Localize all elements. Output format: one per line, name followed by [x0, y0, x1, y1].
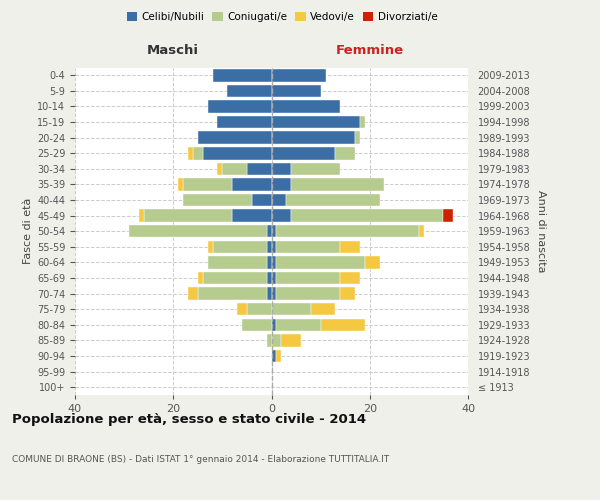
Bar — [193, 147, 203, 160]
Bar — [198, 132, 271, 144]
Bar — [129, 225, 266, 237]
Bar — [227, 84, 271, 97]
Bar — [217, 116, 271, 128]
Bar — [232, 178, 271, 190]
Bar — [277, 318, 320, 331]
Bar — [291, 162, 340, 175]
Bar — [271, 162, 291, 175]
Bar — [208, 240, 212, 253]
Bar — [340, 288, 355, 300]
Bar — [223, 162, 247, 175]
Bar — [266, 334, 271, 346]
Text: Popolazione per età, sesso e stato civile - 2014: Popolazione per età, sesso e stato civil… — [12, 412, 366, 426]
Bar — [198, 288, 266, 300]
Legend: Celibi/Nubili, Coniugati/e, Vedovi/e, Divorziati/e: Celibi/Nubili, Coniugati/e, Vedovi/e, Di… — [122, 8, 442, 26]
Bar — [291, 178, 385, 190]
Y-axis label: Fasce di età: Fasce di età — [23, 198, 33, 264]
Bar — [271, 84, 320, 97]
Bar — [266, 256, 271, 268]
Bar — [277, 240, 340, 253]
Bar — [271, 69, 326, 82]
Bar — [252, 194, 271, 206]
Bar — [203, 147, 271, 160]
Y-axis label: Anni di nascita: Anni di nascita — [536, 190, 546, 272]
Bar — [271, 318, 277, 331]
Bar — [271, 116, 360, 128]
Bar — [208, 100, 271, 112]
Bar — [271, 225, 277, 237]
Bar — [355, 132, 360, 144]
Bar — [247, 303, 271, 316]
Bar — [271, 334, 281, 346]
Bar — [271, 350, 277, 362]
Bar — [208, 256, 266, 268]
Bar — [277, 256, 365, 268]
Bar — [271, 132, 355, 144]
Bar — [266, 288, 271, 300]
Bar — [188, 288, 198, 300]
Bar — [365, 256, 380, 268]
Bar — [198, 272, 203, 284]
Bar — [271, 303, 311, 316]
Bar — [360, 116, 365, 128]
Bar — [183, 178, 232, 190]
Bar — [281, 334, 301, 346]
Bar — [188, 147, 193, 160]
Text: Femmine: Femmine — [335, 44, 404, 58]
Bar — [271, 147, 335, 160]
Bar — [266, 272, 271, 284]
Bar — [139, 210, 144, 222]
Bar — [271, 100, 340, 112]
Bar — [212, 69, 271, 82]
Text: Maschi: Maschi — [147, 44, 199, 58]
Bar — [419, 225, 424, 237]
Bar — [277, 350, 281, 362]
Bar — [271, 240, 277, 253]
Bar — [271, 178, 291, 190]
Bar — [271, 210, 291, 222]
Bar — [212, 240, 266, 253]
Bar — [286, 194, 380, 206]
Bar — [232, 210, 271, 222]
Bar — [266, 240, 271, 253]
Bar — [183, 194, 252, 206]
Bar — [340, 272, 360, 284]
Bar — [178, 178, 183, 190]
Bar — [242, 318, 271, 331]
Bar — [271, 194, 286, 206]
Bar — [217, 162, 223, 175]
Bar — [247, 162, 271, 175]
Bar — [271, 272, 277, 284]
Bar — [203, 272, 266, 284]
Bar — [144, 210, 232, 222]
Bar — [277, 225, 419, 237]
Bar — [266, 225, 271, 237]
Bar — [237, 303, 247, 316]
Bar — [320, 318, 365, 331]
Text: COMUNE DI BRAONE (BS) - Dati ISTAT 1° gennaio 2014 - Elaborazione TUTTITALIA.IT: COMUNE DI BRAONE (BS) - Dati ISTAT 1° ge… — [12, 455, 389, 464]
Bar — [291, 210, 443, 222]
Bar — [311, 303, 335, 316]
Bar — [335, 147, 355, 160]
Bar — [277, 272, 340, 284]
Bar — [271, 256, 277, 268]
Bar — [277, 288, 340, 300]
Bar — [443, 210, 453, 222]
Bar — [271, 288, 277, 300]
Bar — [340, 240, 360, 253]
